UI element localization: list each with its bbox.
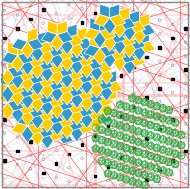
Bar	[16, 27, 19, 30]
Bar	[68, 153, 70, 156]
Bar	[184, 150, 187, 153]
Bar	[81, 143, 83, 146]
Bar	[107, 43, 109, 46]
Bar	[94, 175, 96, 177]
Bar	[55, 162, 58, 165]
Bar	[120, 115, 122, 118]
Bar	[3, 159, 6, 162]
Bar	[145, 56, 148, 58]
Bar	[120, 74, 122, 77]
Bar	[184, 27, 187, 30]
Bar	[16, 109, 19, 112]
Bar	[3, 36, 6, 39]
Bar	[81, 21, 83, 24]
Bar	[42, 8, 45, 11]
Bar	[158, 87, 161, 90]
Bar	[132, 24, 135, 27]
Bar	[120, 156, 122, 159]
Bar	[55, 40, 58, 42]
Bar	[107, 125, 109, 127]
Bar	[171, 159, 174, 162]
Bar	[184, 109, 187, 112]
Bar	[68, 30, 70, 33]
Bar	[81, 62, 83, 64]
Bar	[42, 172, 45, 174]
Bar	[55, 81, 58, 83]
Bar	[42, 49, 45, 52]
Bar	[42, 90, 45, 93]
Bar	[94, 93, 96, 96]
Bar	[145, 178, 148, 181]
Bar	[55, 121, 58, 124]
Bar	[132, 147, 135, 149]
Bar	[3, 77, 6, 80]
Bar	[29, 59, 32, 61]
Bar	[29, 99, 32, 102]
Bar	[107, 84, 109, 86]
Bar	[29, 18, 32, 20]
Bar	[171, 118, 174, 121]
Bar	[29, 140, 32, 143]
Bar	[184, 68, 187, 71]
Bar	[132, 65, 135, 68]
Bar	[145, 96, 148, 99]
Bar	[16, 150, 19, 152]
Bar	[107, 165, 109, 168]
Bar	[158, 46, 161, 49]
Bar	[158, 128, 161, 130]
Bar	[120, 33, 122, 36]
Bar	[42, 131, 45, 133]
Bar	[81, 103, 83, 105]
Bar	[94, 52, 96, 55]
Bar	[94, 134, 96, 137]
Bar	[3, 118, 6, 121]
Bar	[171, 37, 174, 39]
Bar	[94, 12, 96, 14]
Bar	[68, 112, 70, 115]
Bar	[145, 137, 148, 140]
Bar	[158, 169, 161, 171]
Bar	[171, 77, 174, 80]
Bar	[132, 106, 135, 108]
Bar	[145, 15, 148, 17]
Bar	[68, 71, 70, 74]
Bar	[16, 68, 19, 71]
